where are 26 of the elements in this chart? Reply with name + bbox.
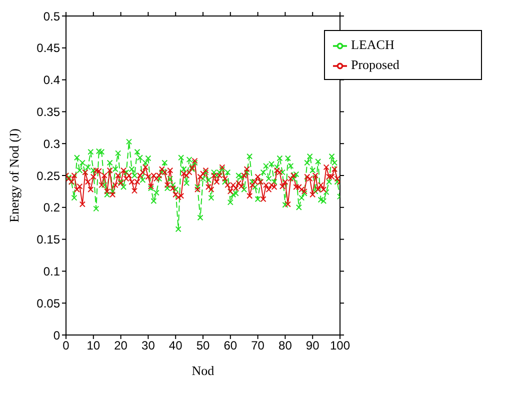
x-axis-title: Nod bbox=[192, 363, 215, 378]
y-tick-label: 0.45 bbox=[36, 41, 60, 56]
x-tick-label: 80 bbox=[278, 338, 292, 353]
y-tick-label: 0.2 bbox=[43, 200, 60, 215]
x-tick-label: 70 bbox=[251, 338, 265, 353]
x-tick-label: 20 bbox=[114, 338, 128, 353]
x-tick-label: 0 bbox=[62, 338, 70, 353]
x-tick-label: 10 bbox=[86, 338, 100, 353]
y-tick-label: 0.1 bbox=[43, 264, 60, 278]
x-tick-label: 30 bbox=[142, 338, 156, 353]
x-tick-label: 90 bbox=[306, 338, 320, 353]
y-tick-label: 0.4 bbox=[43, 73, 60, 88]
x-tick-label: 50 bbox=[196, 338, 210, 353]
y-tick-label: 0.3 bbox=[43, 136, 60, 151]
y-tick-label: 0.5 bbox=[43, 9, 60, 24]
y-tick-label: 0 bbox=[53, 328, 60, 342]
x-tick-label: 40 bbox=[168, 338, 183, 353]
y-tick-label: 0.25 bbox=[36, 168, 60, 183]
legend-label: LEACH bbox=[351, 37, 394, 52]
y-tick-label: 0.05 bbox=[36, 296, 60, 310]
y-tick-label: 0.15 bbox=[36, 232, 60, 247]
x-tick-label: 100 bbox=[330, 338, 350, 353]
y-axis-title: Energy of Nod (J) bbox=[6, 128, 22, 222]
y-tick-label: 0.35 bbox=[36, 104, 60, 119]
x-tick-label: 60 bbox=[224, 338, 238, 353]
legend-label: Proposed bbox=[351, 57, 400, 72]
